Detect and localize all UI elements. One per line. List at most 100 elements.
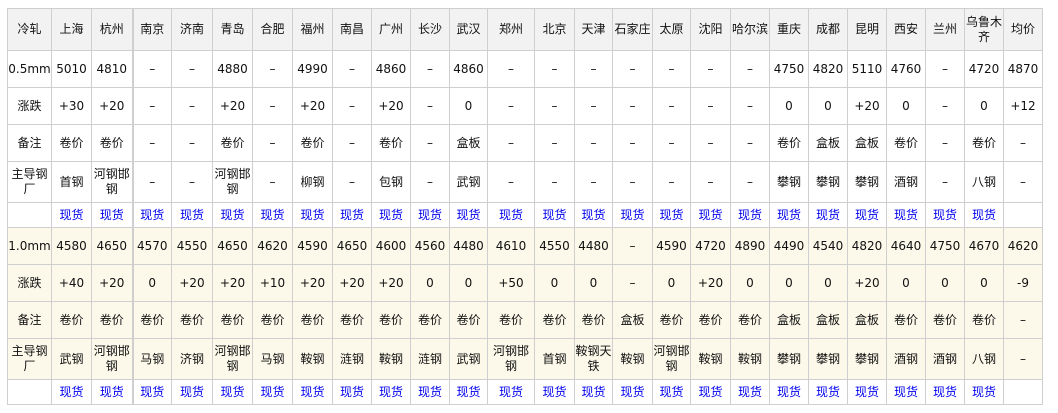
spot-link[interactable]: 现货 [737, 384, 762, 399]
note-cell: 卷价 [886, 301, 926, 339]
spot-link[interactable]: 现货 [581, 207, 606, 222]
change-cell: +20 [332, 264, 372, 302]
spot-link[interactable]: 现货 [698, 207, 723, 222]
spot-link-cell: 现货 [371, 202, 411, 228]
spot-link[interactable]: 现货 [542, 384, 567, 399]
price-cell: 4580 [51, 227, 92, 265]
spot-link[interactable]: 现货 [854, 207, 879, 222]
mill-cell: – [652, 161, 691, 203]
spot-link[interactable]: 现货 [854, 384, 879, 399]
price-cell: – [690, 50, 731, 88]
note-cell: 卷价 [91, 301, 133, 339]
spot-link[interactable]: 现货 [776, 384, 801, 399]
price-cell: – [730, 50, 770, 88]
header-cell: 南京 [131, 8, 172, 51]
spot-link[interactable]: 现货 [260, 207, 285, 222]
spot-link[interactable]: 现货 [456, 384, 481, 399]
spot-link[interactable]: 现货 [971, 207, 996, 222]
note-cell: – [131, 124, 172, 162]
spot-link-cell: 现货 [252, 202, 293, 228]
spot-link[interactable]: 现货 [815, 384, 840, 399]
spot-link-cell: 现货 [212, 379, 253, 405]
spot-link[interactable]: 现货 [378, 384, 403, 399]
change-cell: 0 [534, 264, 575, 302]
spot-link[interactable]: 现货 [932, 207, 957, 222]
spot-link[interactable]: 现货 [59, 384, 84, 399]
spot-link[interactable]: 现货 [893, 384, 918, 399]
header-cell: 天津 [574, 8, 613, 51]
spot-link[interactable]: 现货 [220, 384, 245, 399]
spot-link[interactable]: 现货 [620, 207, 645, 222]
change-cell: +50 [487, 264, 535, 302]
price-cell: – [534, 50, 575, 88]
note-cell: – [1003, 124, 1043, 162]
spot-link-cell: 现货 [652, 202, 691, 228]
spot-link[interactable]: 现货 [971, 384, 996, 399]
spot-link-cell: 现货 [652, 379, 691, 405]
spot-link[interactable]: 现货 [776, 207, 801, 222]
change-cell: +30 [51, 87, 92, 125]
header-cell: 杭州 [91, 8, 133, 51]
spot-link[interactable]: 现货 [737, 207, 762, 222]
note-cell: 卷价 [212, 301, 253, 339]
spot-link-cell: 现货 [808, 379, 848, 405]
spot-link[interactable]: 现货 [932, 384, 957, 399]
price-cell: – [612, 50, 653, 88]
spot-link[interactable]: 现货 [339, 207, 364, 222]
spot-link[interactable]: 现货 [140, 207, 165, 222]
price-cell: 4750 [925, 227, 965, 265]
spot-link[interactable]: 现货 [698, 384, 723, 399]
cold-rolled-price-table: 冷轧 上海 杭州 南京 济南 青岛 合肥 福州 南昌 广州 长沙 武汉 郑州 北京 天津 石家庄 太原 沈阳 哈尔滨… [7, 8, 1043, 405]
spot-link-cell: 现货 [925, 202, 965, 228]
change-cell: – [131, 87, 172, 125]
mill-cell: 武钢 [51, 338, 92, 380]
mill-cell: 八钢 [964, 161, 1004, 203]
spot-link-cell: 现货 [410, 202, 450, 228]
price-cell: 4860 [449, 50, 488, 88]
spot-link[interactable]: 现货 [542, 207, 567, 222]
spot-link[interactable]: 现货 [59, 207, 84, 222]
spot-link-cell: 现货 [91, 379, 133, 405]
header-cell: 南昌 [332, 8, 372, 51]
spot-link[interactable]: 现货 [659, 207, 684, 222]
spot-link[interactable]: 现货 [339, 384, 364, 399]
spot-link[interactable]: 现货 [179, 207, 204, 222]
spot-link[interactable]: 现货 [417, 384, 442, 399]
spot-link-cell: 现货 [131, 202, 172, 228]
spot-link[interactable]: 现货 [260, 384, 285, 399]
spot-link[interactable]: 现货 [179, 384, 204, 399]
spot-link[interactable]: 现货 [140, 384, 165, 399]
price-cell: 4490 [769, 227, 809, 265]
spot-link[interactable]: 现货 [498, 207, 523, 222]
spot-link[interactable]: 现货 [417, 207, 442, 222]
spot-link[interactable]: 现货 [300, 384, 325, 399]
spot-link[interactable]: 现货 [620, 384, 645, 399]
spot-link[interactable]: 现货 [300, 207, 325, 222]
note-cell: 卷价 [212, 124, 253, 162]
header-cell: 北京 [534, 8, 575, 51]
mill-cell: – [332, 161, 372, 203]
spot-link[interactable]: 现货 [815, 207, 840, 222]
spot-link[interactable]: 现货 [498, 384, 523, 399]
note-cell: 卷价 [292, 301, 333, 339]
spot-link[interactable]: 现货 [378, 207, 403, 222]
change-cell: 0 [574, 264, 613, 302]
mill-cell: 鞍钢 [690, 338, 731, 380]
mill-cell: – [730, 161, 770, 203]
change-cell: +20 [371, 87, 411, 125]
price-cell: 4570 [131, 227, 172, 265]
change-cell: +20 [292, 264, 333, 302]
mill-cell: – [410, 161, 450, 203]
note-cell: 卷价 [292, 124, 333, 162]
spot-link[interactable]: 现货 [581, 384, 606, 399]
note-cell: 卷价 [534, 301, 575, 339]
spot-link[interactable]: 现货 [456, 207, 481, 222]
spot-link[interactable]: 现货 [99, 207, 124, 222]
spot-link[interactable]: 现货 [99, 384, 124, 399]
mill-cell: 河钢邯钢 [212, 338, 253, 380]
spot-link[interactable]: 现货 [220, 207, 245, 222]
price-cell: 4560 [410, 227, 450, 265]
spot-link[interactable]: 现货 [893, 207, 918, 222]
mill-cell: – [925, 161, 965, 203]
spot-link[interactable]: 现货 [659, 384, 684, 399]
